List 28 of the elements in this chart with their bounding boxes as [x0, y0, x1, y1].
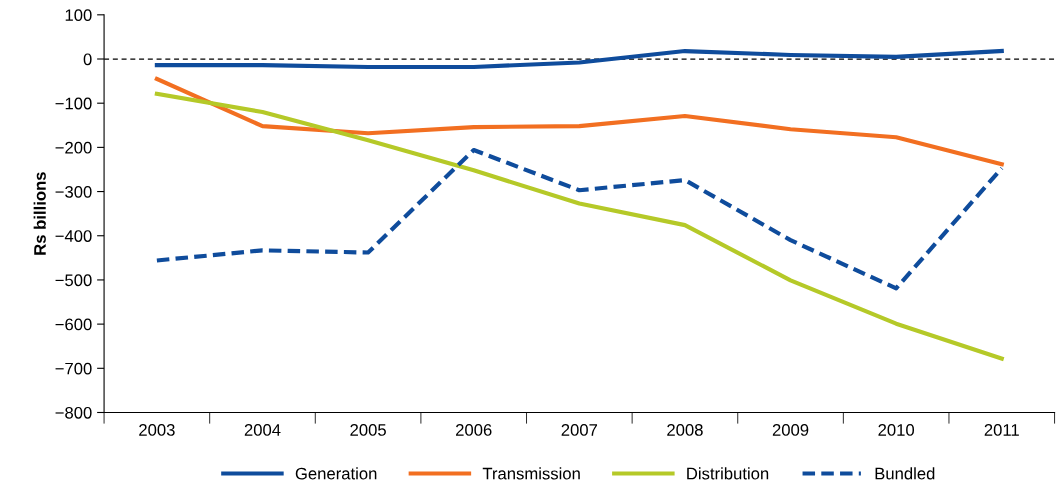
y-tick-label: −100 — [55, 97, 92, 110]
y-tick-label: −600 — [55, 318, 92, 331]
y-tick-label: −500 — [55, 274, 92, 287]
y-tick-label: −800 — [55, 406, 92, 419]
y-tick-label: −200 — [55, 141, 92, 154]
x-tick-label: 2004 — [244, 424, 281, 436]
legend-label: Transmission — [482, 467, 580, 480]
x-tick-label: 2008 — [667, 424, 703, 436]
x-tick-label: 2009 — [772, 424, 809, 436]
line-series — [154, 48, 1004, 70]
line-series — [154, 147, 1004, 291]
x-tick-label: 2005 — [350, 424, 386, 436]
x-tick-label: 2006 — [456, 424, 492, 436]
line-series — [154, 91, 1004, 361]
legend-label: Bundled — [875, 467, 935, 480]
y-tick-label: −700 — [55, 362, 92, 375]
y-tick-label: 0 — [83, 53, 92, 66]
line-series — [154, 76, 1004, 167]
y-tick-label: −400 — [55, 230, 92, 242]
legend-label: Distribution — [687, 467, 769, 480]
x-tick-label: 2007 — [561, 424, 598, 436]
y-tick-label: −300 — [55, 185, 92, 198]
x-tick-label: 2003 — [139, 424, 175, 436]
y-axis-title: Rs billions — [33, 172, 46, 255]
x-tick-label: 2010 — [878, 424, 915, 436]
x-tick-label: 2011 — [984, 424, 1019, 436]
legend-label: Generation — [295, 467, 377, 480]
y-tick-label: 100 — [65, 9, 92, 22]
